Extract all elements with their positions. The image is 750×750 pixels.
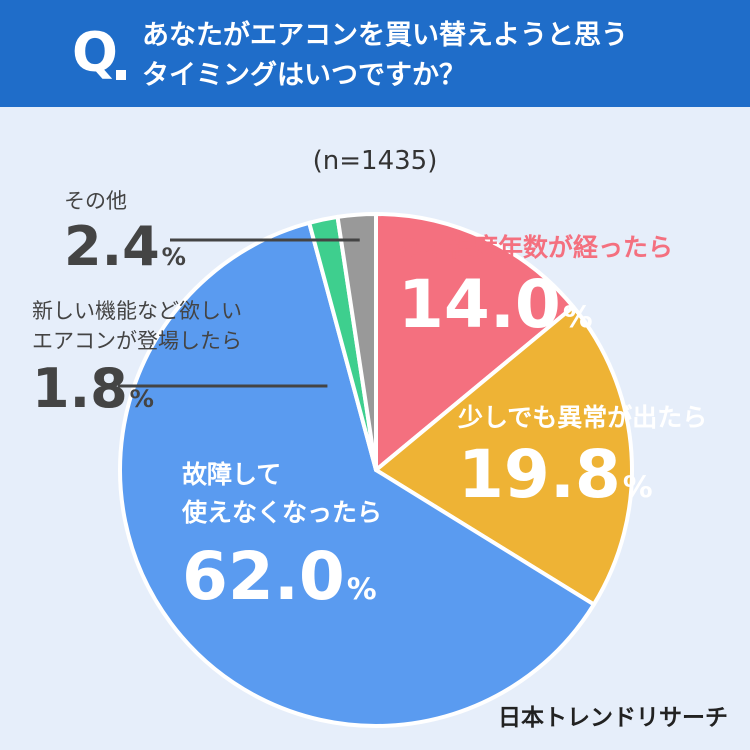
- slice-label-1: 少しでも異常が出たら 19.8%: [458, 398, 707, 508]
- slice-2-category-1: 故障して: [182, 460, 282, 489]
- question-line-2: タイミングはいつですか？: [142, 60, 466, 91]
- pie-slice-0: [374, 212, 576, 472]
- sample-size: (n=1435): [312, 146, 438, 176]
- brand-logo-text: 日本トレンドリサーチ: [498, 705, 728, 731]
- pie-slice-2: [118, 220, 596, 728]
- slice-3-value: 1.8%: [32, 357, 155, 420]
- slice-1-category: 少しでも異常が出たら: [458, 403, 708, 432]
- question-header: Q あなたがエアコンを買い替えようと思う タイミングはいつですか？: [0, 0, 750, 107]
- slice-3-category-1: 新しい機能など欲しい: [32, 299, 242, 323]
- slice-4-category: その他: [64, 189, 127, 213]
- slice-0-value: 14.0%: [398, 266, 593, 343]
- slice-0-category: ある程度年数が経ったら: [398, 233, 674, 262]
- slice-3-category-2: エアコンが登場したら: [32, 329, 242, 353]
- slice-label-3: 新しい機能など欲しい エアコンが登場したら 1.8%: [32, 296, 242, 416]
- slice-1-value: 19.8%: [458, 436, 653, 513]
- slice-label-0: ある程度年数が経ったら 14.0%: [398, 228, 673, 338]
- pie-slice-1: [374, 304, 634, 607]
- slice-2-category-2: 使えなくなったら: [182, 498, 383, 527]
- slice-4-value: 2.4%: [64, 215, 187, 278]
- question-line-1: あなたがエアコンを買い替えようと思う: [142, 20, 628, 51]
- question-title: あなたがエアコンを買い替えようと思う タイミングはいつですか？: [142, 16, 742, 96]
- slice-label-4: その他 2.4%: [64, 186, 186, 274]
- pie-slice-4: [335, 212, 378, 472]
- q-dot: [116, 70, 126, 80]
- slice-label-2: 故障して 使えなくなったら 62.0%: [182, 456, 382, 610]
- q-mark: Q: [72, 21, 118, 84]
- slice-2-value: 62.0%: [182, 538, 377, 615]
